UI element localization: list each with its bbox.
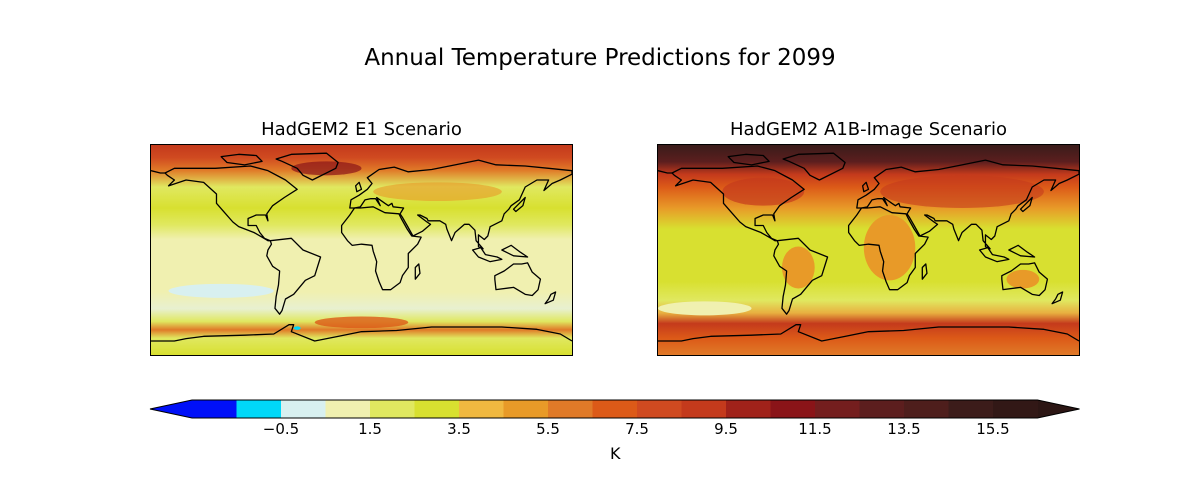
colorbar-extend-min [150,400,192,418]
colorbar [149,399,1080,419]
colorbar-tick-label: 13.5 [887,420,921,438]
map-a1b-image-scenario [657,144,1080,356]
colorbar-tick-label: 5.5 [536,420,560,438]
colorbar-tick-label: 9.5 [714,420,738,438]
colorbar-bin [904,400,949,418]
colorbar-bin [370,400,415,418]
colorbar-bin [325,400,371,418]
colorbar-tick-label: 15.5 [976,420,1010,438]
colorbar-bin [815,400,860,418]
colorbar-bin [236,400,282,418]
colorbar-bin [637,400,682,418]
colorbar-bin [859,400,905,418]
colorbar-outline [149,399,1080,419]
colorbar-tick-label: 1.5 [358,420,382,438]
colorbar-bin [681,400,727,418]
colorbar-bin [948,400,994,418]
figure-title: Annual Temperature Predictions for 2099 [364,45,836,71]
panel-title-e1: HadGEM2 E1 Scenario [261,119,462,140]
colorbar-label: K [610,444,621,463]
colorbar-tick-label: 11.5 [798,420,832,438]
colorbar-bin [726,400,771,418]
colorbar-bin [281,400,326,418]
colorbar-tick-label: 3.5 [447,420,471,438]
colorbar-bin [592,400,638,418]
colorbar-bin [770,400,816,418]
colorbar-bin [459,400,504,418]
colorbar-bin [414,400,460,418]
colorbar-extend-max [1037,400,1080,418]
colorbar-tick-label: 7.5 [625,420,649,438]
colorbar-bin [548,400,593,418]
colorbar-bin [192,400,237,418]
panel-title-a1b: HadGEM2 A1B-Image Scenario [730,119,1007,140]
colorbar-bin [993,400,1038,418]
map-e1-scenario [150,144,573,356]
colorbar-bin [503,400,549,418]
colorbar-tick-label: −0.5 [262,420,300,438]
